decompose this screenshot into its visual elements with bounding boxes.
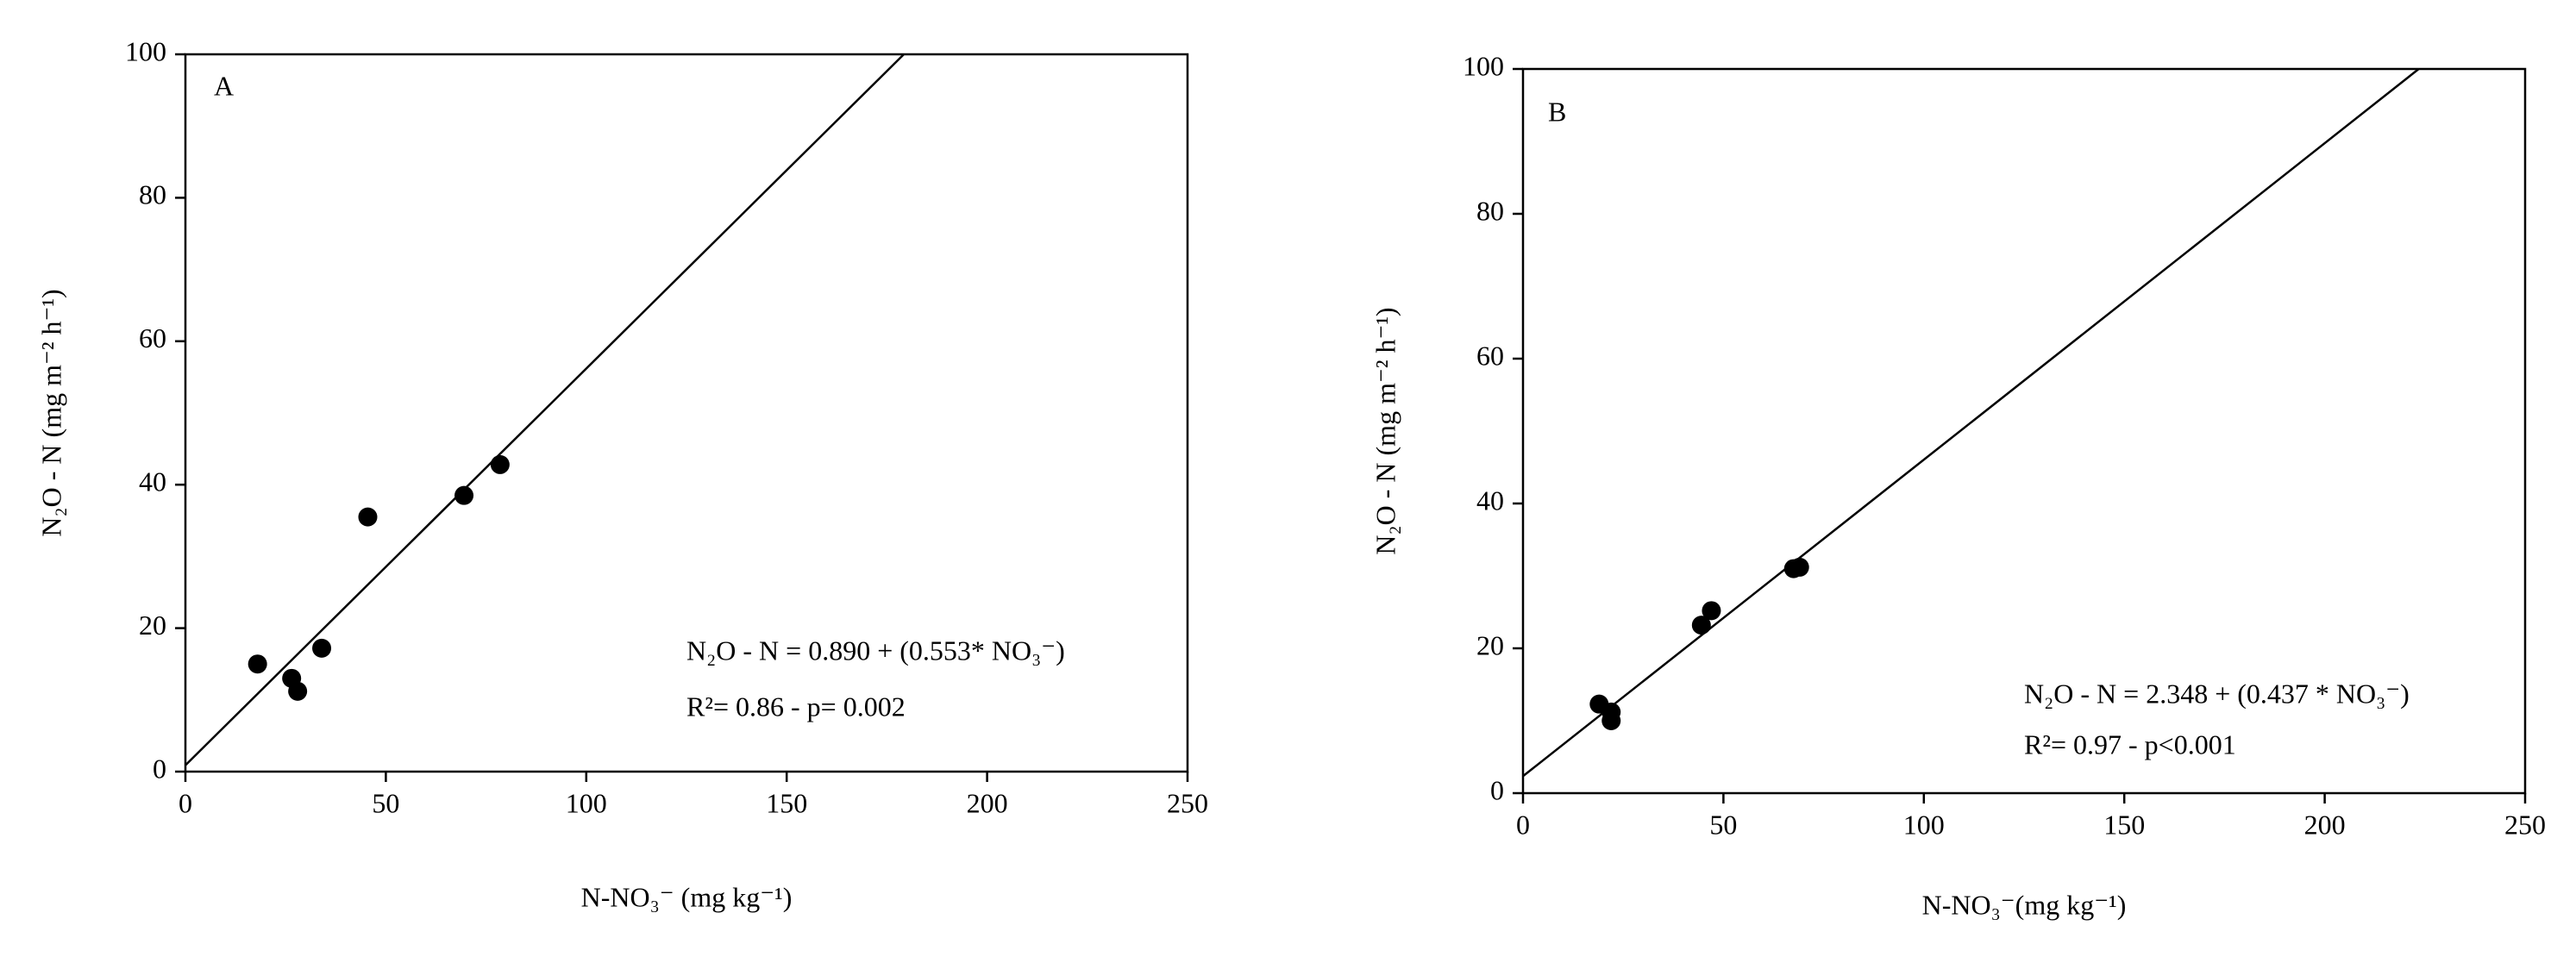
x-tick-label: 100	[1903, 809, 1945, 840]
data-point	[1691, 616, 1711, 635]
annotation: R²= 0.97 - p<0.001	[2024, 729, 2236, 760]
x-tick-label: 0	[1516, 809, 1530, 840]
x-tick-label: 50	[372, 787, 399, 818]
y-tick-label: 80	[139, 179, 166, 210]
x-tick-label: 150	[2103, 809, 2145, 840]
y-tick-label: 20	[139, 610, 166, 641]
x-tick-label: 0	[179, 787, 192, 818]
data-point	[490, 454, 510, 474]
y-tick-label: 20	[1476, 629, 1504, 660]
y-axis-label: N₂O - N (mg m⁻² h⁻¹)	[1369, 307, 1401, 554]
data-point	[1601, 711, 1621, 730]
y-tick-label: 60	[1476, 340, 1504, 371]
annotation: R²= 0.86 - p= 0.002	[686, 691, 906, 722]
y-tick-label: 60	[139, 322, 166, 353]
chart-panel: 0 50 100 150 200 250 0 20 40 60 80 100 N-NO₃⁻ (mg kg…	[35, 35, 1208, 912]
x-axis-label: N-NO₃⁻(mg kg⁻¹)	[1922, 889, 2127, 920]
data-point	[1702, 601, 1721, 621]
x-tick-label: 250	[2504, 809, 2546, 840]
data-point	[312, 638, 332, 658]
x-tick-label: 100	[566, 787, 607, 818]
x-tick-label: 50	[1709, 809, 1737, 840]
x-tick-label: 200	[967, 787, 1008, 818]
regression-line	[1523, 69, 2421, 778]
plot-frame	[1521, 67, 2527, 795]
data-point	[1789, 557, 1809, 577]
y-tick-label: 100	[1463, 50, 1504, 81]
annotation: N₂O - N = 2.348 + (0.437 * NO₃⁻)	[2024, 678, 2410, 709]
data-point	[358, 507, 378, 527]
y-tick-label: 100	[125, 35, 166, 66]
panel-label: B	[1548, 96, 1566, 127]
y-tick-label: 80	[1476, 195, 1504, 226]
data-point	[248, 654, 267, 674]
y-tick-label: 0	[153, 753, 166, 784]
y-tick-label: 0	[1490, 774, 1504, 805]
data-point	[454, 485, 474, 505]
data-point	[288, 681, 308, 701]
y-tick-label: 40	[139, 466, 166, 497]
regression-line	[185, 54, 906, 766]
chart-panel: 0 50 100 150 200 250 0 20 40 60 80 100 N-NO₃⁻(mg kg⁻…	[1369, 50, 2546, 920]
y-axis-label: N₂O - N (mg m⁻² h⁻¹)	[35, 289, 66, 536]
x-tick-label: 250	[1167, 787, 1208, 818]
annotation: N₂O - N = 0.890 + (0.553* NO₃⁻)	[686, 635, 1065, 666]
x-tick-label: 150	[766, 787, 807, 818]
plot-frame	[184, 53, 1189, 773]
x-axis-label: N-NO₃⁻ (mg kg⁻¹)	[581, 881, 793, 912]
x-tick-label: 200	[2304, 809, 2346, 840]
y-tick-label: 40	[1476, 485, 1504, 516]
panel-label: A	[214, 70, 234, 101]
